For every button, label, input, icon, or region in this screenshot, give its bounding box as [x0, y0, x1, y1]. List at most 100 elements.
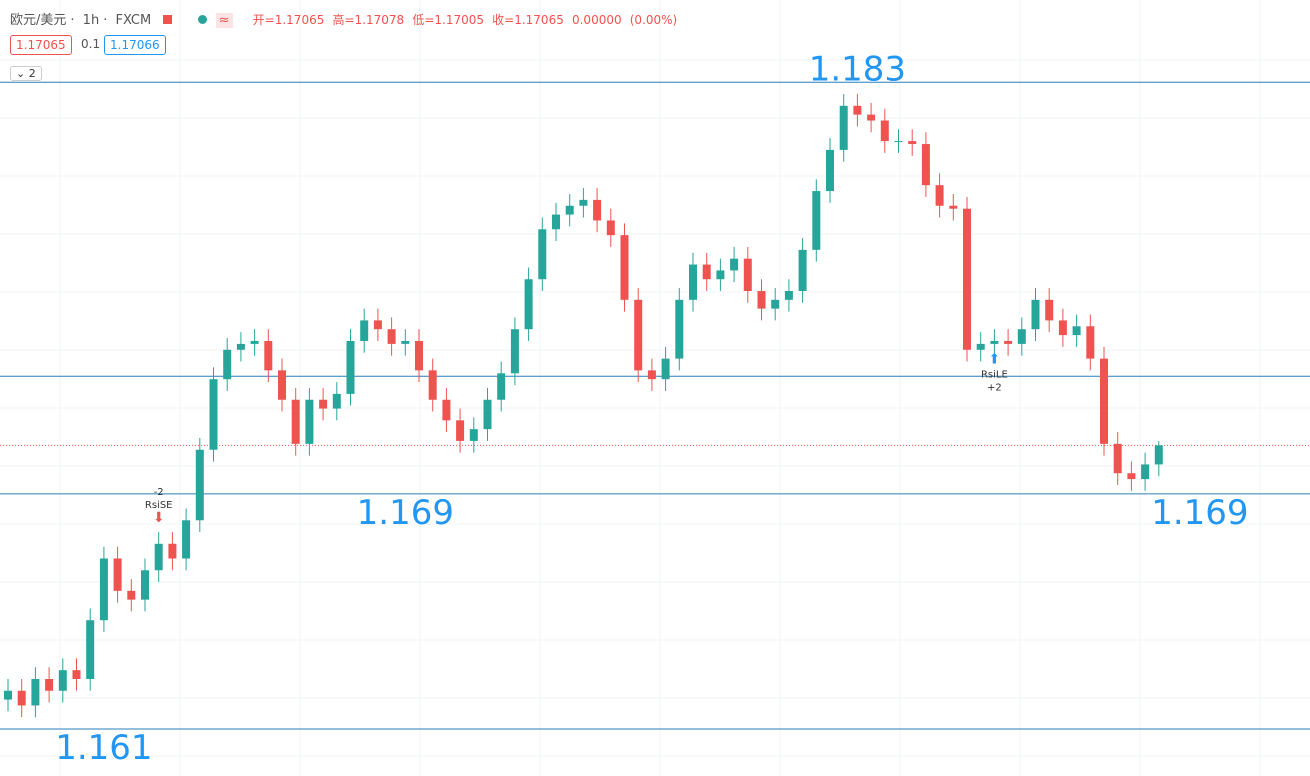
candle-body: [620, 235, 629, 300]
candle-body: [86, 620, 95, 679]
open: 开=1.17065: [252, 13, 325, 27]
signal-arrow: ⬆: [989, 352, 1001, 368]
candle-body: [730, 258, 739, 271]
candle-body: [483, 399, 492, 430]
candle-body: [1127, 473, 1136, 480]
candle-body: [552, 214, 560, 230]
close: 收=1.17065: [492, 13, 564, 27]
candle-body: [510, 329, 519, 374]
interval[interactable]: 1h: [82, 13, 100, 28]
candle-body: [58, 670, 67, 691]
candle-body: [31, 679, 40, 706]
candle-body: [1113, 443, 1122, 474]
signal-label: +2: [987, 383, 1002, 394]
candle-body: [593, 199, 602, 221]
candle-body: [428, 370, 437, 400]
candle-body: [113, 558, 122, 591]
candle-body: [853, 105, 862, 115]
level-label: 1.169: [357, 493, 454, 533]
candle-body: [976, 343, 985, 350]
candle-body: [1141, 464, 1150, 480]
candle-body: [182, 520, 191, 559]
candle-body: [442, 399, 451, 421]
candle-body: [17, 690, 26, 706]
level-label: 1.169: [1151, 493, 1248, 533]
candle-body: [1045, 299, 1054, 321]
candle-body: [949, 205, 958, 209]
candle-body: [538, 229, 547, 280]
candle-body: [784, 291, 793, 300]
candle-body: [812, 191, 821, 250]
low: 低=1.17005: [412, 13, 485, 27]
candle-body: [387, 329, 396, 344]
candle-body: [921, 144, 930, 186]
candle-body: [935, 185, 944, 206]
candle-body: [1100, 358, 1108, 444]
level-label: 1.161: [55, 728, 152, 768]
indicator-count: 2: [28, 67, 36, 80]
candle-body: [264, 340, 273, 371]
candle-body: [771, 299, 780, 309]
candle-body: [45, 679, 54, 691]
candle-body: [716, 270, 725, 280]
legend-header: 欧元/美元 · 1h · FXCM ≈ 开=1.17065 高=1.17078 低=…: [10, 13, 678, 28]
candle-body: [360, 320, 369, 341]
candle-body: [1017, 329, 1026, 344]
candle-body: [195, 449, 204, 521]
candle-body: [1086, 326, 1095, 359]
candle-body: [757, 291, 766, 309]
ask[interactable]: 1.17066: [104, 35, 166, 55]
high: 高=1.17078: [332, 13, 405, 27]
candle-body: [963, 208, 971, 350]
candle-body: [689, 264, 697, 300]
candle-body: [579, 199, 588, 206]
candle-body: [415, 340, 423, 371]
candle-body: [319, 399, 328, 409]
candle-body: [141, 570, 149, 600]
candle-body: [1031, 299, 1040, 330]
source: FXCM: [115, 13, 152, 28]
signal-label: RsiLE: [981, 370, 1008, 381]
change: 0.00000: [571, 13, 622, 27]
candle-body: [291, 399, 300, 444]
candle-body: [647, 370, 656, 380]
candle-body: [1154, 445, 1163, 465]
candle-body: [223, 349, 232, 380]
candle-body: [99, 558, 108, 621]
candle-body: [675, 299, 684, 359]
flag[interactable]: [163, 15, 173, 24]
candle-body: [4, 690, 12, 700]
candle-body: [236, 343, 245, 350]
candle-body: [373, 320, 382, 330]
candle-body: [346, 340, 355, 394]
candle-body: [606, 220, 615, 236]
candle-body: [1058, 320, 1067, 336]
candle-body: [209, 379, 218, 450]
signal-arrow: ⬇: [153, 510, 165, 526]
signal-label: RsiSE: [145, 500, 173, 511]
signal-label: -2: [154, 487, 164, 498]
candle-body: [168, 543, 177, 559]
bid[interactable]: 1.17065: [10, 35, 72, 55]
candle-body: [908, 141, 917, 145]
candle-body: [154, 543, 163, 571]
candle-body: [743, 258, 752, 291]
candle-body: [880, 120, 889, 142]
candle-body: [278, 370, 286, 400]
level-label: 1.183: [809, 49, 906, 89]
candle-body: [894, 141, 903, 143]
symbol[interactable]: 欧元/美元: [10, 13, 67, 28]
status-icon[interactable]: ≈: [215, 13, 233, 28]
indicators-toggle[interactable]: ⌄ 2: [10, 66, 42, 81]
candle-body: [401, 340, 410, 344]
candle-body: [990, 340, 999, 344]
candle-body: [250, 340, 259, 344]
candle-body: [565, 205, 574, 215]
candle-body: [305, 399, 314, 444]
candle-body: [456, 420, 465, 441]
candle-body: [524, 279, 533, 330]
candle-body: [469, 429, 478, 441]
candle-body: [661, 358, 670, 380]
candle-body: [839, 105, 848, 150]
